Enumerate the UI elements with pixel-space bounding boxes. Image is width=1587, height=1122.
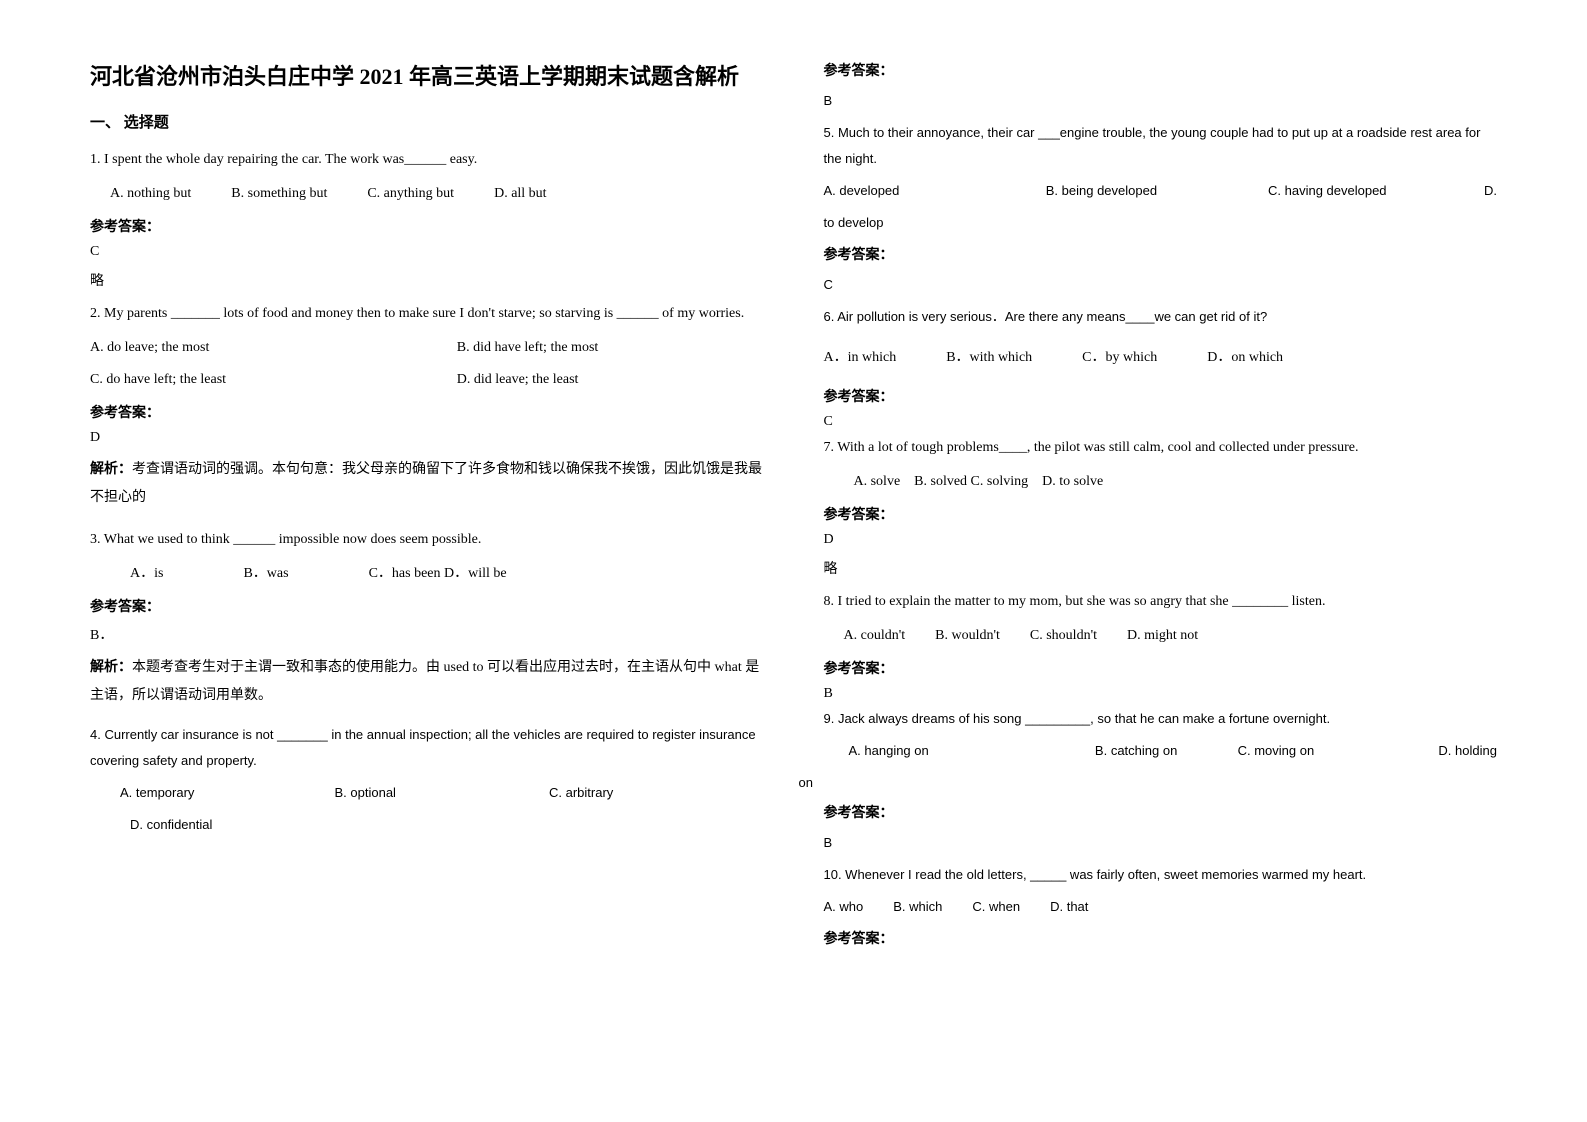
q1-opt-d: D. all but xyxy=(494,180,547,208)
q9-options: A. hanging on B. catching on C. moving o… xyxy=(824,738,1498,764)
q6-answer-label: 参考答案： xyxy=(824,386,1498,406)
q4-options-line1: A. temporary B. optional C. arbitrary xyxy=(90,780,764,806)
exam-page: 河北省沧州市泊头白庄中学 2021 年高三英语上学期期末试题含解析 一、 选择题… xyxy=(0,0,1587,1016)
q7-opt-d: D. to solve xyxy=(1042,468,1103,496)
q10-opt-c: C. when xyxy=(972,894,1020,920)
q3-opt-b: B．was xyxy=(243,560,288,588)
q5-opt-d-text: to develop xyxy=(824,210,1498,236)
q2-opt-a: A. do leave; the most xyxy=(90,334,397,362)
q5-opt-a: A. developed xyxy=(824,178,1046,204)
q3-stem: 3. What we used to think ______ impossib… xyxy=(90,526,764,554)
q1-answer: C xyxy=(90,244,764,260)
q10-opt-b: B. which xyxy=(893,894,942,920)
q4-opt-c: C. arbitrary xyxy=(549,780,764,806)
q9-stem: 9. Jack always dreams of his song ______… xyxy=(824,706,1498,732)
q9-opt-d-short: D. holding xyxy=(1406,738,1497,764)
q2-explanation: 解析：考查谓语动词的强调。本句句意：我父母亲的确留下了许多食物和钱以确保我不挨饿… xyxy=(90,456,764,512)
q6-options: A．in which B．with which C．by which D．on … xyxy=(824,344,1498,372)
q6-opt-c: C．by which xyxy=(1082,344,1157,372)
q1-opt-c: C. anything but xyxy=(367,180,454,208)
q7-note: 略 xyxy=(824,558,1498,578)
q3-exp-text: 本题考查考生对于主谓一致和事态的使用能力。由 used to 可以看出应用过去时… xyxy=(90,660,759,703)
q2-exp-label: 解析： xyxy=(90,462,132,477)
q5-opt-d-letter: D. xyxy=(1443,178,1497,204)
q9-opt-b: B. catching on xyxy=(1095,738,1238,764)
q7-stem: 7. With a lot of tough problems____, the… xyxy=(824,434,1498,462)
q7-opt-bc: B. solved C. solving xyxy=(914,468,1028,496)
q1-note: 略 xyxy=(90,270,764,290)
q2-answer-label: 参考答案： xyxy=(90,402,764,422)
q2-answer: D xyxy=(90,430,764,446)
q2-opt-b: B. did have left; the most xyxy=(457,334,764,362)
q8-opt-d: D. might not xyxy=(1127,622,1198,650)
page-title: 河北省沧州市泊头白庄中学 2021 年高三英语上学期期末试题含解析 xyxy=(90,60,764,93)
q2-stem: 2. My parents _______ lots of food and m… xyxy=(90,300,764,328)
q7-options: A. solve B. solved C. solving D. to solv… xyxy=(824,468,1498,496)
q9-opt-c: C. moving on xyxy=(1238,738,1407,764)
q10-opt-d: D. that xyxy=(1050,894,1088,920)
q5-opt-c: C. having developed xyxy=(1268,178,1443,204)
q6-opt-a: A．in which xyxy=(824,344,897,372)
q3-answer-label: 参考答案： xyxy=(90,596,764,616)
q3-answer: B． xyxy=(90,624,764,644)
q10-stem: 10. Whenever I read the old letters, ___… xyxy=(824,862,1498,888)
q9-opt-d-cont: on xyxy=(799,770,1498,796)
q2-opt-c: C. do have left; the least xyxy=(90,366,397,394)
q5-answer-label: 参考答案： xyxy=(824,244,1498,264)
q7-answer-label: 参考答案： xyxy=(824,504,1498,524)
q1-opt-b: B. something but xyxy=(231,180,327,208)
q7-opt-a: A. solve xyxy=(854,468,901,496)
right-column: 参考答案： B 5. Much to their annoyance, thei… xyxy=(824,60,1498,956)
q9-answer: B xyxy=(824,830,1498,856)
q1-answer-label: 参考答案： xyxy=(90,216,764,236)
q1-stem: 1. I spent the whole day repairing the c… xyxy=(90,146,764,174)
q4-stem: 4. Currently car insurance is not ______… xyxy=(90,722,764,774)
q1-opt-a: A. nothing but xyxy=(110,180,191,208)
q6-answer: C xyxy=(824,414,1498,430)
q3-exp-label: 解析： xyxy=(90,660,132,675)
q3-opt-cd: C．has been D．will be xyxy=(369,560,507,588)
q8-opt-c: C. shouldn't xyxy=(1030,622,1097,650)
q2-options: A. do leave; the most B. did have left; … xyxy=(90,334,764,394)
q6-opt-d: D．on which xyxy=(1207,344,1283,372)
section-header: 一、 选择题 xyxy=(90,111,764,132)
left-column: 河北省沧州市泊头白庄中学 2021 年高三英语上学期期末试题含解析 一、 选择题… xyxy=(90,60,764,956)
q3-explanation: 解析：本题考查考生对于主谓一致和事态的使用能力。由 used to 可以看出应用… xyxy=(90,654,764,710)
q2-exp-text: 考查谓语动词的强调。本句句意：我父母亲的确留下了许多食物和钱以确保我不挨饿，因此… xyxy=(90,462,762,505)
q8-stem: 8. I tried to explain the matter to my m… xyxy=(824,588,1498,616)
q7-answer: D xyxy=(824,532,1498,548)
q5-opt-b: B. being developed xyxy=(1046,178,1268,204)
q8-answer: B xyxy=(824,686,1498,702)
q6-opt-b: B．with which xyxy=(946,344,1032,372)
q8-opt-b: B. wouldn't xyxy=(935,622,1000,650)
q5-answer: C xyxy=(824,272,1498,298)
q3-options: A．is B．was C．has been D．will be xyxy=(90,560,764,588)
q1-options: A. nothing but B. something but C. anyth… xyxy=(90,180,764,208)
q3-opt-a: A．is xyxy=(130,560,163,588)
q2-opt-d: D. did leave; the least xyxy=(457,366,764,394)
q10-options: A. who B. which C. when D. that xyxy=(824,894,1498,920)
q10-answer-label: 参考答案： xyxy=(824,928,1498,948)
q9-opt-a: A. hanging on xyxy=(849,738,1095,764)
q8-answer-label: 参考答案： xyxy=(824,658,1498,678)
q10-opt-a: A. who xyxy=(824,894,864,920)
q8-opt-a: A. couldn't xyxy=(844,622,906,650)
q4-opt-a: A. temporary xyxy=(120,780,335,806)
q5-stem: 5. Much to their annoyance, their car __… xyxy=(824,120,1498,172)
q4-answer: B xyxy=(824,88,1498,114)
q8-options: A. couldn't B. wouldn't C. shouldn't D. … xyxy=(824,622,1498,650)
q4-answer-label: 参考答案： xyxy=(824,60,1498,80)
q6-stem: 6. Air pollution is very serious．Are the… xyxy=(824,304,1498,330)
q5-options: A. developed B. being developed C. havin… xyxy=(824,178,1498,204)
q4-opt-d: D. confidential xyxy=(90,812,764,838)
q4-opt-b: B. optional xyxy=(335,780,550,806)
q9-answer-label: 参考答案： xyxy=(824,802,1498,822)
